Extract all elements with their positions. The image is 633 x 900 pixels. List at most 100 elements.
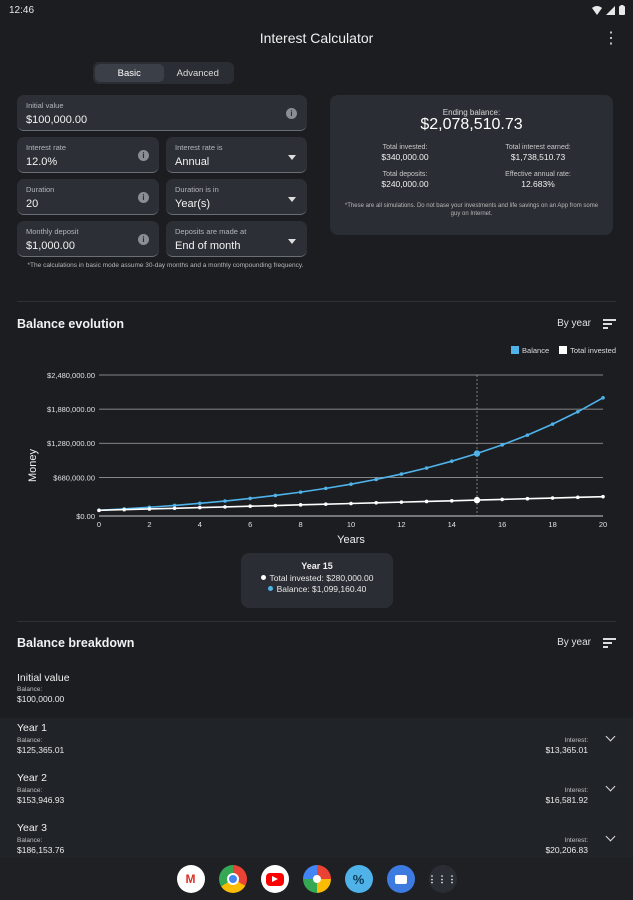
field-label: Monthly deposit [26, 227, 79, 236]
total-invested-value: $340,000.00 [381, 152, 429, 162]
row-name: Year 1 [17, 722, 47, 734]
balance-evolution-sort-button[interactable]: By year [557, 318, 616, 329]
total-invested-label: Total invested: [382, 144, 428, 151]
app-title: Interest Calculator [259, 30, 374, 46]
balance-value: $186,153.76 [17, 845, 65, 855]
field-label: Deposits are made at [175, 227, 247, 236]
field-label: Interest rate is [175, 143, 223, 152]
tooltip-balance: Balance: $1,099,160.40 [276, 584, 367, 594]
breakdown-row-year-2[interactable]: Year 2 Balance: $153,946.93 Interest: $1… [0, 768, 633, 818]
tooltip-balance-row: Balance: $1,099,160.40 [241, 584, 393, 594]
field-label: Duration is in [175, 185, 219, 194]
info-icon[interactable]: i [138, 192, 149, 203]
x-tick-label: 12 [397, 520, 405, 529]
tooltip-title: Year 15 [301, 561, 333, 571]
field-value: $100,000.00 [26, 114, 88, 126]
info-icon[interactable]: i [138, 150, 149, 161]
effective-rate-label: Effective annual rate: [505, 171, 571, 178]
data-point [223, 499, 227, 503]
initial-value-field[interactable]: Initial value $100,000.00 i [17, 95, 307, 131]
info-icon[interactable]: i [138, 234, 149, 245]
data-point [374, 501, 379, 505]
data-point [500, 497, 505, 502]
data-point [97, 508, 101, 513]
data-point [147, 507, 152, 511]
status-time: 12:46 [9, 4, 35, 16]
balance-label: Balance: [17, 837, 43, 844]
balance-chart[interactable]: $0.00 $680,000.00 $1,280,000.00 $1,880,000.… [0, 360, 633, 550]
data-point [550, 422, 555, 426]
divider [17, 301, 616, 302]
field-label: Interest rate [26, 143, 67, 152]
chevron-down-icon[interactable] [605, 731, 616, 742]
data-point [576, 409, 580, 414]
data-point [122, 507, 126, 512]
photos-icon[interactable] [302, 865, 331, 893]
effective-rate-value: 12.683% [521, 179, 555, 189]
total-invested: Total invested: $340,000.00 [340, 144, 470, 162]
balance-label: Balance: [17, 787, 43, 794]
row-name: Initial value [17, 672, 70, 684]
y-tick-label: $0.00 [76, 512, 95, 521]
data-point [298, 503, 303, 507]
calculator-app-icon[interactable]: % [344, 865, 373, 893]
info-icon[interactable]: i [286, 108, 297, 119]
x-axis-label: Years [337, 534, 365, 546]
data-point [473, 496, 481, 504]
x-tick-label: 18 [548, 520, 556, 529]
data-point [399, 500, 404, 504]
duration-unit-select[interactable]: Duration is in Year(s) [166, 179, 307, 215]
youtube-icon[interactable] [260, 865, 289, 893]
tooltip-invested: Total invested: $280,000.00 [269, 573, 374, 583]
app-bar: Interest Calculator ⋮ [0, 20, 633, 56]
wifi-icon [592, 5, 602, 15]
app-drawer-icon[interactable]: ⋮⋮⋮ [428, 865, 457, 893]
x-tick-label: 6 [248, 520, 252, 529]
field-value: 12.0% [26, 156, 58, 168]
y-tick-label: $1,880,000.00 [47, 405, 95, 414]
field-value: Annual [175, 156, 210, 168]
field-value: $1,000.00 [26, 240, 75, 252]
monthly-deposit-field[interactable]: Monthly deposit $1,000.00 i [17, 221, 159, 257]
deposit-timing-select[interactable]: Deposits are made at End of month [166, 221, 307, 257]
battery-icon [619, 5, 625, 15]
balance-value: $125,365.01 [17, 745, 65, 755]
messages-icon[interactable] [386, 865, 415, 893]
field-label: Initial value [26, 101, 64, 110]
tab-advanced[interactable]: Advanced [176, 67, 219, 79]
interest-value: $16,581.92 [545, 795, 588, 805]
data-point [399, 472, 404, 476]
data-point [550, 496, 555, 500]
breakdown-row-year-3[interactable]: Year 3 Balance: $186,153.76 Interest: $2… [0, 818, 633, 858]
breakdown-row-year-1[interactable]: Year 1 Balance: $125,365.01 Interest: $1… [0, 718, 633, 768]
balance-label: Balance: [17, 686, 43, 693]
chrome-icon[interactable] [218, 865, 247, 893]
data-point [576, 495, 580, 500]
x-tick-label: 2 [147, 520, 151, 529]
total-interest-label: Total interest earned: [505, 144, 571, 151]
gmail-icon[interactable]: M [176, 865, 205, 893]
dropdown-arrow-icon [288, 197, 296, 202]
row-name: Year 3 [17, 822, 47, 834]
chevron-down-icon[interactable] [605, 781, 616, 792]
chevron-down-icon[interactable] [605, 831, 616, 842]
mode-tabs: Basic Advanced [93, 62, 234, 84]
interest-rate-field[interactable]: Interest rate 12.0% i [17, 137, 159, 173]
dropdown-arrow-icon [288, 239, 296, 244]
balance-breakdown-sort-button[interactable]: By year [557, 637, 616, 648]
sort-icon [603, 319, 616, 329]
balance-value: $100,000.00 [17, 694, 65, 704]
balance-evolution-title: Balance evolution [17, 317, 124, 331]
legend-label: Balance [522, 346, 550, 355]
tab-basic[interactable]: Basic [95, 64, 164, 82]
interest-rate-period-select[interactable]: Interest rate is Annual [166, 137, 307, 173]
data-point [349, 501, 353, 506]
data-point [374, 477, 379, 482]
overflow-menu-icon[interactable]: ⋮ [603, 30, 619, 47]
dot-icon [267, 586, 273, 591]
data-point [424, 499, 429, 504]
y-tick-label: $680,000.00 [53, 473, 95, 482]
data-point [601, 396, 605, 400]
sort-label: By year [557, 318, 591, 329]
duration-field[interactable]: Duration 20 i [17, 179, 159, 215]
